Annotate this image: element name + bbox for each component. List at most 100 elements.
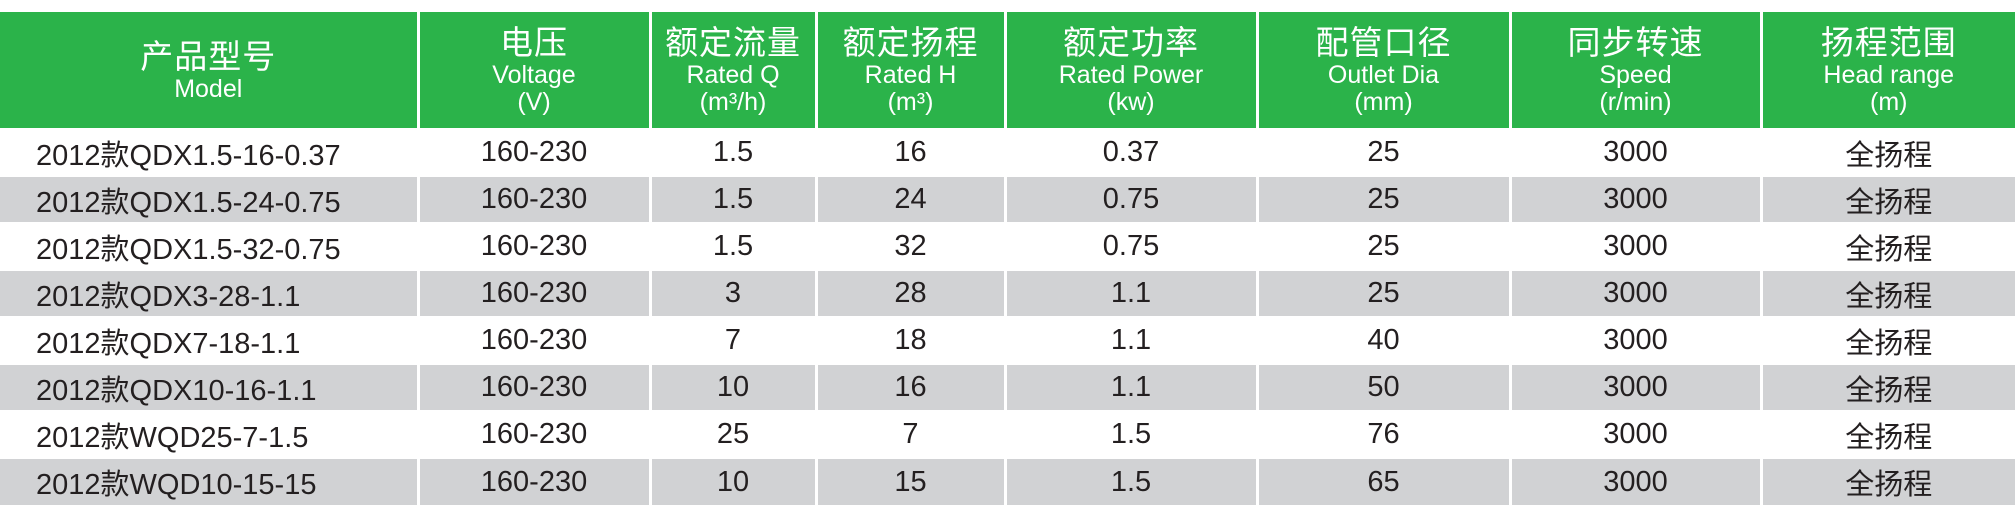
col-header-en: Head range [1823, 61, 1955, 89]
cell-model: 2012款QDX10-16-1.1 [0, 364, 420, 411]
col-header-rated-q: 额定流量 Rated Q (m³/h) [650, 12, 818, 129]
table-row: 2012款QDX1.5-32-0.75 160-230 1.5 32 0.75 25 300… [0, 223, 2015, 270]
cell-speed: 3000 [1510, 176, 1763, 223]
cell-rated-q: 10 [650, 364, 818, 411]
cell-rated-power: 0.37 [1005, 129, 1259, 176]
cell-voltage: 160-230 [418, 458, 652, 505]
cell-rated-power: 1.5 [1005, 411, 1259, 458]
col-header-rated-power: 额定功率 Rated Power (kw) [1005, 12, 1259, 129]
cell-head-range: 全扬程 [1761, 411, 2015, 458]
cell-rated-power: 1.1 [1005, 270, 1259, 317]
cell-rated-q: 7 [650, 317, 818, 364]
cell-model: 2012款QDX1.5-24-0.75 [0, 176, 420, 223]
cell-rated-power: 1.5 [1005, 458, 1259, 505]
table-row: 2012款QDX1.5-24-0.75 160-230 1.5 24 0.75 25 300… [0, 176, 2015, 223]
cell-rated-h: 24 [816, 176, 1007, 223]
col-header-speed: 同步转速 Speed (r/min) [1510, 12, 1763, 129]
col-header-voltage: 电压 Voltage (V) [418, 12, 652, 129]
cell-speed: 3000 [1510, 458, 1763, 505]
cell-head-range: 全扬程 [1761, 270, 2015, 317]
col-header-cn: 配管口径 [1315, 24, 1452, 61]
cell-outlet-dia: 25 [1257, 129, 1512, 176]
cell-rated-h: 32 [816, 223, 1007, 270]
pump-spec-table: 产品型号 Model 电压 Voltage (V) 额定流量 Rated Q (… [0, 12, 2015, 505]
cell-speed: 3000 [1510, 364, 1763, 411]
col-header-en: Speed [1599, 61, 1672, 89]
cell-outlet-dia: 25 [1257, 223, 1512, 270]
cell-outlet-dia: 50 [1257, 364, 1512, 411]
table-row: 2012款WQD10-15-15 160-230 10 15 1.5 65 3000 全扬程 [0, 458, 2015, 505]
cell-speed: 3000 [1510, 223, 1763, 270]
col-header-en: Rated H [864, 61, 957, 89]
col-header-model: 产品型号 Model [0, 12, 420, 129]
col-header-unit: (m) [1870, 88, 1908, 116]
cell-voltage: 160-230 [418, 317, 652, 364]
cell-outlet-dia: 65 [1257, 458, 1512, 505]
cell-rated-h: 16 [816, 364, 1007, 411]
cell-rated-power: 1.1 [1005, 317, 1259, 364]
table-row: 2012款QDX3-28-1.1 160-230 3 28 1.1 25 3000 全扬程 [0, 270, 2015, 317]
cell-rated-h: 28 [816, 270, 1007, 317]
col-header-en: Rated Q [686, 61, 780, 89]
cell-voltage: 160-230 [418, 411, 652, 458]
col-header-unit: (r/min) [1599, 88, 1672, 116]
table-row: 2012款QDX7-18-1.1 160-230 7 18 1.1 40 3000 全扬程 [0, 317, 2015, 364]
cell-head-range: 全扬程 [1761, 458, 2015, 505]
table-row: 2012款QDX10-16-1.1 160-230 10 16 1.1 50 3000 全扬程 [0, 364, 2015, 411]
cell-head-range: 全扬程 [1761, 176, 2015, 223]
cell-rated-q: 1.5 [650, 176, 818, 223]
cell-rated-h: 18 [816, 317, 1007, 364]
col-header-unit: (kw) [1107, 88, 1155, 116]
cell-outlet-dia: 40 [1257, 317, 1512, 364]
table-row: 2012款WQD25-7-1.5 160-230 25 7 1.5 76 3000 全扬程 [0, 411, 2015, 458]
col-header-outlet-dia: 配管口径 Outlet Dia (mm) [1257, 12, 1512, 129]
cell-voltage: 160-230 [418, 223, 652, 270]
col-header-rated-h: 额定扬程 Rated H (m³) [816, 12, 1007, 129]
col-header-unit: (V) [517, 88, 551, 116]
cell-speed: 3000 [1510, 317, 1763, 364]
cell-head-range: 全扬程 [1761, 223, 2015, 270]
col-header-cn: 额定扬程 [842, 24, 979, 61]
cell-rated-power: 0.75 [1005, 223, 1259, 270]
cell-model: 2012款QDX7-18-1.1 [0, 317, 420, 364]
cell-rated-h: 7 [816, 411, 1007, 458]
col-header-cn: 产品型号 [140, 37, 277, 75]
cell-rated-h: 15 [816, 458, 1007, 505]
col-header-cn: 额定流量 [665, 24, 801, 61]
cell-model: 2012款QDX1.5-16-0.37 [0, 129, 420, 176]
col-header-en: Voltage [492, 61, 576, 89]
spec-table-body: 2012款QDX1.5-16-0.37 160-230 1.5 16 0.37 25 300… [0, 129, 2015, 505]
col-header-en: Rated Power [1058, 61, 1204, 89]
col-header-unit: (m³/h) [699, 88, 767, 116]
cell-voltage: 160-230 [418, 176, 652, 223]
cell-outlet-dia: 25 [1257, 176, 1512, 223]
cell-voltage: 160-230 [418, 270, 652, 317]
col-header-head-range: 扬程范围 Head range (m) [1761, 12, 2015, 129]
table-row: 2012款QDX1.5-16-0.37 160-230 1.5 16 0.37 25 300… [0, 129, 2015, 176]
header-row: 产品型号 Model 电压 Voltage (V) 额定流量 Rated Q (… [0, 12, 2015, 129]
cell-rated-power: 1.1 [1005, 364, 1259, 411]
cell-outlet-dia: 76 [1257, 411, 1512, 458]
cell-model: 2012款WQD10-15-15 [0, 458, 420, 505]
col-header-cn: 电压 [500, 24, 568, 61]
col-header-en: Outlet Dia [1327, 61, 1440, 89]
col-header-unit: (m³) [887, 88, 934, 116]
cell-rated-h: 16 [816, 129, 1007, 176]
cell-rated-q: 3 [650, 270, 818, 317]
cell-head-range: 全扬程 [1761, 364, 2015, 411]
cell-model: 2012款QDX3-28-1.1 [0, 270, 420, 317]
col-header-unit: (mm) [1354, 88, 1413, 116]
col-header-cn: 扬程范围 [1820, 24, 1957, 61]
spec-table-header: 产品型号 Model 电压 Voltage (V) 额定流量 Rated Q (… [0, 12, 2015, 129]
cell-head-range: 全扬程 [1761, 129, 2015, 176]
cell-model: 2012款WQD25-7-1.5 [0, 411, 420, 458]
cell-speed: 3000 [1510, 411, 1763, 458]
cell-rated-q: 25 [650, 411, 818, 458]
cell-speed: 3000 [1510, 270, 1763, 317]
cell-rated-power: 0.75 [1005, 176, 1259, 223]
cell-rated-q: 10 [650, 458, 818, 505]
col-header-cn: 额定功率 [1063, 24, 1199, 61]
cell-outlet-dia: 25 [1257, 270, 1512, 317]
cell-rated-q: 1.5 [650, 129, 818, 176]
cell-voltage: 160-230 [418, 129, 652, 176]
